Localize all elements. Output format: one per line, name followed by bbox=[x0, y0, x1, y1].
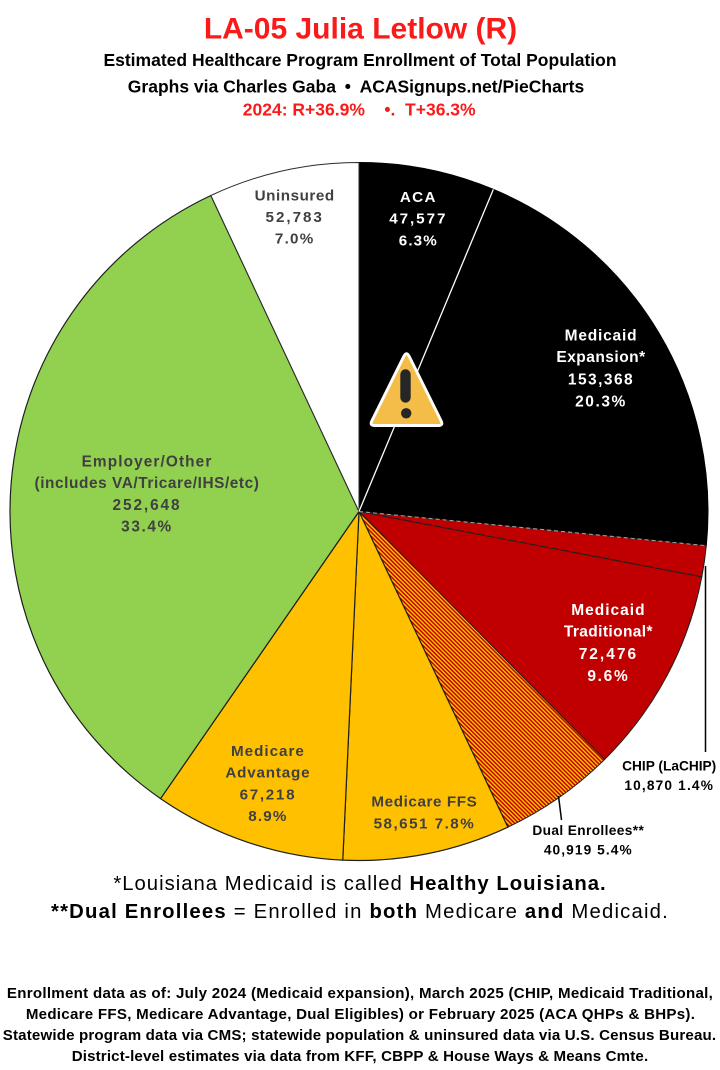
svg-text:Medicare: Medicare bbox=[231, 743, 305, 760]
svg-text:252,648: 252,648 bbox=[113, 497, 182, 514]
svg-text:Medicare FFS, Medicare Advanta: Medicare FFS, Medicare Advantage, Dual E… bbox=[26, 1006, 695, 1023]
svg-text:Enrollment data as of: July 20: Enrollment data as of: July 2024 (Medica… bbox=[7, 985, 713, 1002]
svg-text:Statewide program data via CMS: Statewide program data via CMS; statewid… bbox=[3, 1027, 717, 1044]
svg-text:Medicare FFS: Medicare FFS bbox=[371, 793, 477, 810]
svg-text:Medicaid: Medicaid bbox=[571, 602, 645, 619]
svg-text:District-level estimates via d: District-level estimates via data from K… bbox=[72, 1048, 649, 1065]
svg-text:2024: R+36.9% •. T+36.3%: 2024: R+36.9% •. T+36.3% bbox=[243, 100, 476, 120]
svg-text:Traditional*: Traditional* bbox=[564, 624, 654, 641]
svg-text:52,783: 52,783 bbox=[266, 209, 324, 226]
svg-text:58,651 7.8%: 58,651 7.8% bbox=[374, 815, 476, 832]
svg-text:ACA: ACA bbox=[400, 189, 437, 206]
svg-text:(includes VA/Tricare/IHS/etc): (includes VA/Tricare/IHS/etc) bbox=[35, 475, 260, 492]
svg-text:Medicaid: Medicaid bbox=[565, 328, 638, 345]
svg-text:CHIP (LaCHIP): CHIP (LaCHIP) bbox=[622, 759, 716, 774]
svg-text:Dual Enrollees**: Dual Enrollees** bbox=[532, 823, 644, 838]
svg-text:Advantage: Advantage bbox=[225, 765, 310, 782]
svg-text:Graphs via Charles Gaba • ACAS: Graphs via Charles Gaba • ACASignups.net… bbox=[128, 76, 585, 96]
svg-text:**Dual Enrollees = Enrolled in: **Dual Enrollees = Enrolled in both Medi… bbox=[51, 901, 669, 923]
svg-text:*Louisiana Medicaid is called: *Louisiana Medicaid is called Healthy Lo… bbox=[113, 873, 606, 895]
svg-text:67,218: 67,218 bbox=[240, 786, 297, 803]
svg-text:10,870 1.4%: 10,870 1.4% bbox=[624, 778, 714, 793]
svg-text:6.3%: 6.3% bbox=[399, 232, 438, 249]
svg-text:40,919 5.4%: 40,919 5.4% bbox=[544, 842, 633, 857]
svg-text:Employer/Other: Employer/Other bbox=[82, 454, 213, 471]
svg-text:20.3%: 20.3% bbox=[575, 393, 627, 410]
svg-text:72,476: 72,476 bbox=[579, 646, 638, 663]
svg-text:Expansion*: Expansion* bbox=[556, 349, 646, 366]
svg-text:LA-05 Julia Letlow (R): LA-05 Julia Letlow (R) bbox=[204, 12, 517, 45]
svg-text:8.9%: 8.9% bbox=[248, 808, 287, 825]
svg-text:Estimated Healthcare Program E: Estimated Healthcare Program Enrollment … bbox=[103, 50, 616, 70]
svg-text:9.6%: 9.6% bbox=[587, 668, 629, 685]
svg-text:33.4%: 33.4% bbox=[121, 518, 173, 535]
svg-text:Uninsured: Uninsured bbox=[255, 188, 335, 205]
svg-text:153,368: 153,368 bbox=[568, 371, 634, 388]
svg-text:7.0%: 7.0% bbox=[275, 231, 315, 248]
svg-text:47,577: 47,577 bbox=[389, 211, 447, 228]
